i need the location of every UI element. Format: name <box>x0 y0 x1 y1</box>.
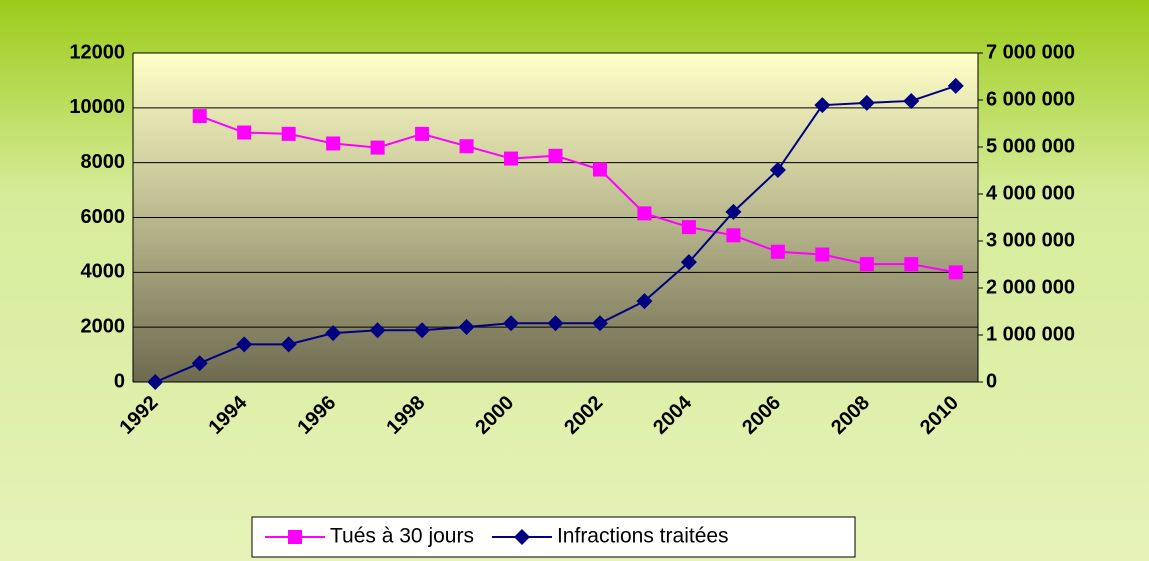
marker <box>904 257 919 272</box>
marker <box>147 374 164 390</box>
marker <box>503 315 520 332</box>
marker <box>636 293 653 310</box>
y2-tick-label: 0 <box>986 370 997 392</box>
y2-tick-label: 7 000 000 <box>986 41 1075 63</box>
marker <box>592 162 607 177</box>
marker <box>237 125 252 140</box>
marker <box>326 136 341 151</box>
marker <box>192 109 207 124</box>
marker <box>726 228 741 243</box>
marker <box>504 151 519 166</box>
marker <box>859 257 874 272</box>
marker <box>370 140 385 155</box>
y2-tick-label: 5 000 000 <box>986 135 1075 157</box>
legend-label: Infractions traitées <box>557 525 729 548</box>
y-tick-label: 4000 <box>81 261 126 283</box>
y2-tick-label: 3 000 000 <box>986 229 1075 251</box>
marker <box>458 319 475 336</box>
marker <box>513 529 530 545</box>
marker <box>903 92 920 109</box>
marker <box>591 315 608 332</box>
marker <box>769 162 786 179</box>
marker <box>814 97 831 114</box>
y-tick-label: 10000 <box>69 96 125 118</box>
marker <box>947 77 964 94</box>
y-tick-label: 0 <box>114 370 125 392</box>
marker <box>191 355 208 372</box>
marker <box>369 322 386 339</box>
marker <box>547 315 564 332</box>
y2-tick-label: 2 000 000 <box>986 276 1075 298</box>
marker <box>288 530 302 544</box>
marker <box>281 126 296 141</box>
marker <box>680 254 697 271</box>
marker <box>681 220 696 235</box>
y2-tick-label: 4 000 000 <box>986 182 1075 204</box>
y-tick-label: 8000 <box>81 151 126 173</box>
legend-box <box>251 516 856 558</box>
marker <box>236 336 253 353</box>
y-tick-label: 6000 <box>81 206 126 228</box>
legend-label: Tués à 30 jours <box>330 525 474 548</box>
series-line <box>199 115 956 274</box>
y2-tick-label: 6 000 000 <box>986 88 1075 110</box>
marker <box>858 94 875 111</box>
y-tick-label: 2000 <box>81 315 126 337</box>
marker <box>414 322 431 339</box>
marker <box>459 139 474 154</box>
marker <box>948 265 963 280</box>
y2-tick-label: 1 000 000 <box>986 323 1075 345</box>
marker <box>548 148 563 163</box>
marker <box>770 244 785 259</box>
marker <box>280 336 297 353</box>
marker <box>637 206 652 221</box>
marker <box>415 126 430 141</box>
marker <box>325 325 342 342</box>
marker <box>815 247 830 262</box>
y-tick-label: 12000 <box>69 41 125 63</box>
marker <box>725 203 742 220</box>
